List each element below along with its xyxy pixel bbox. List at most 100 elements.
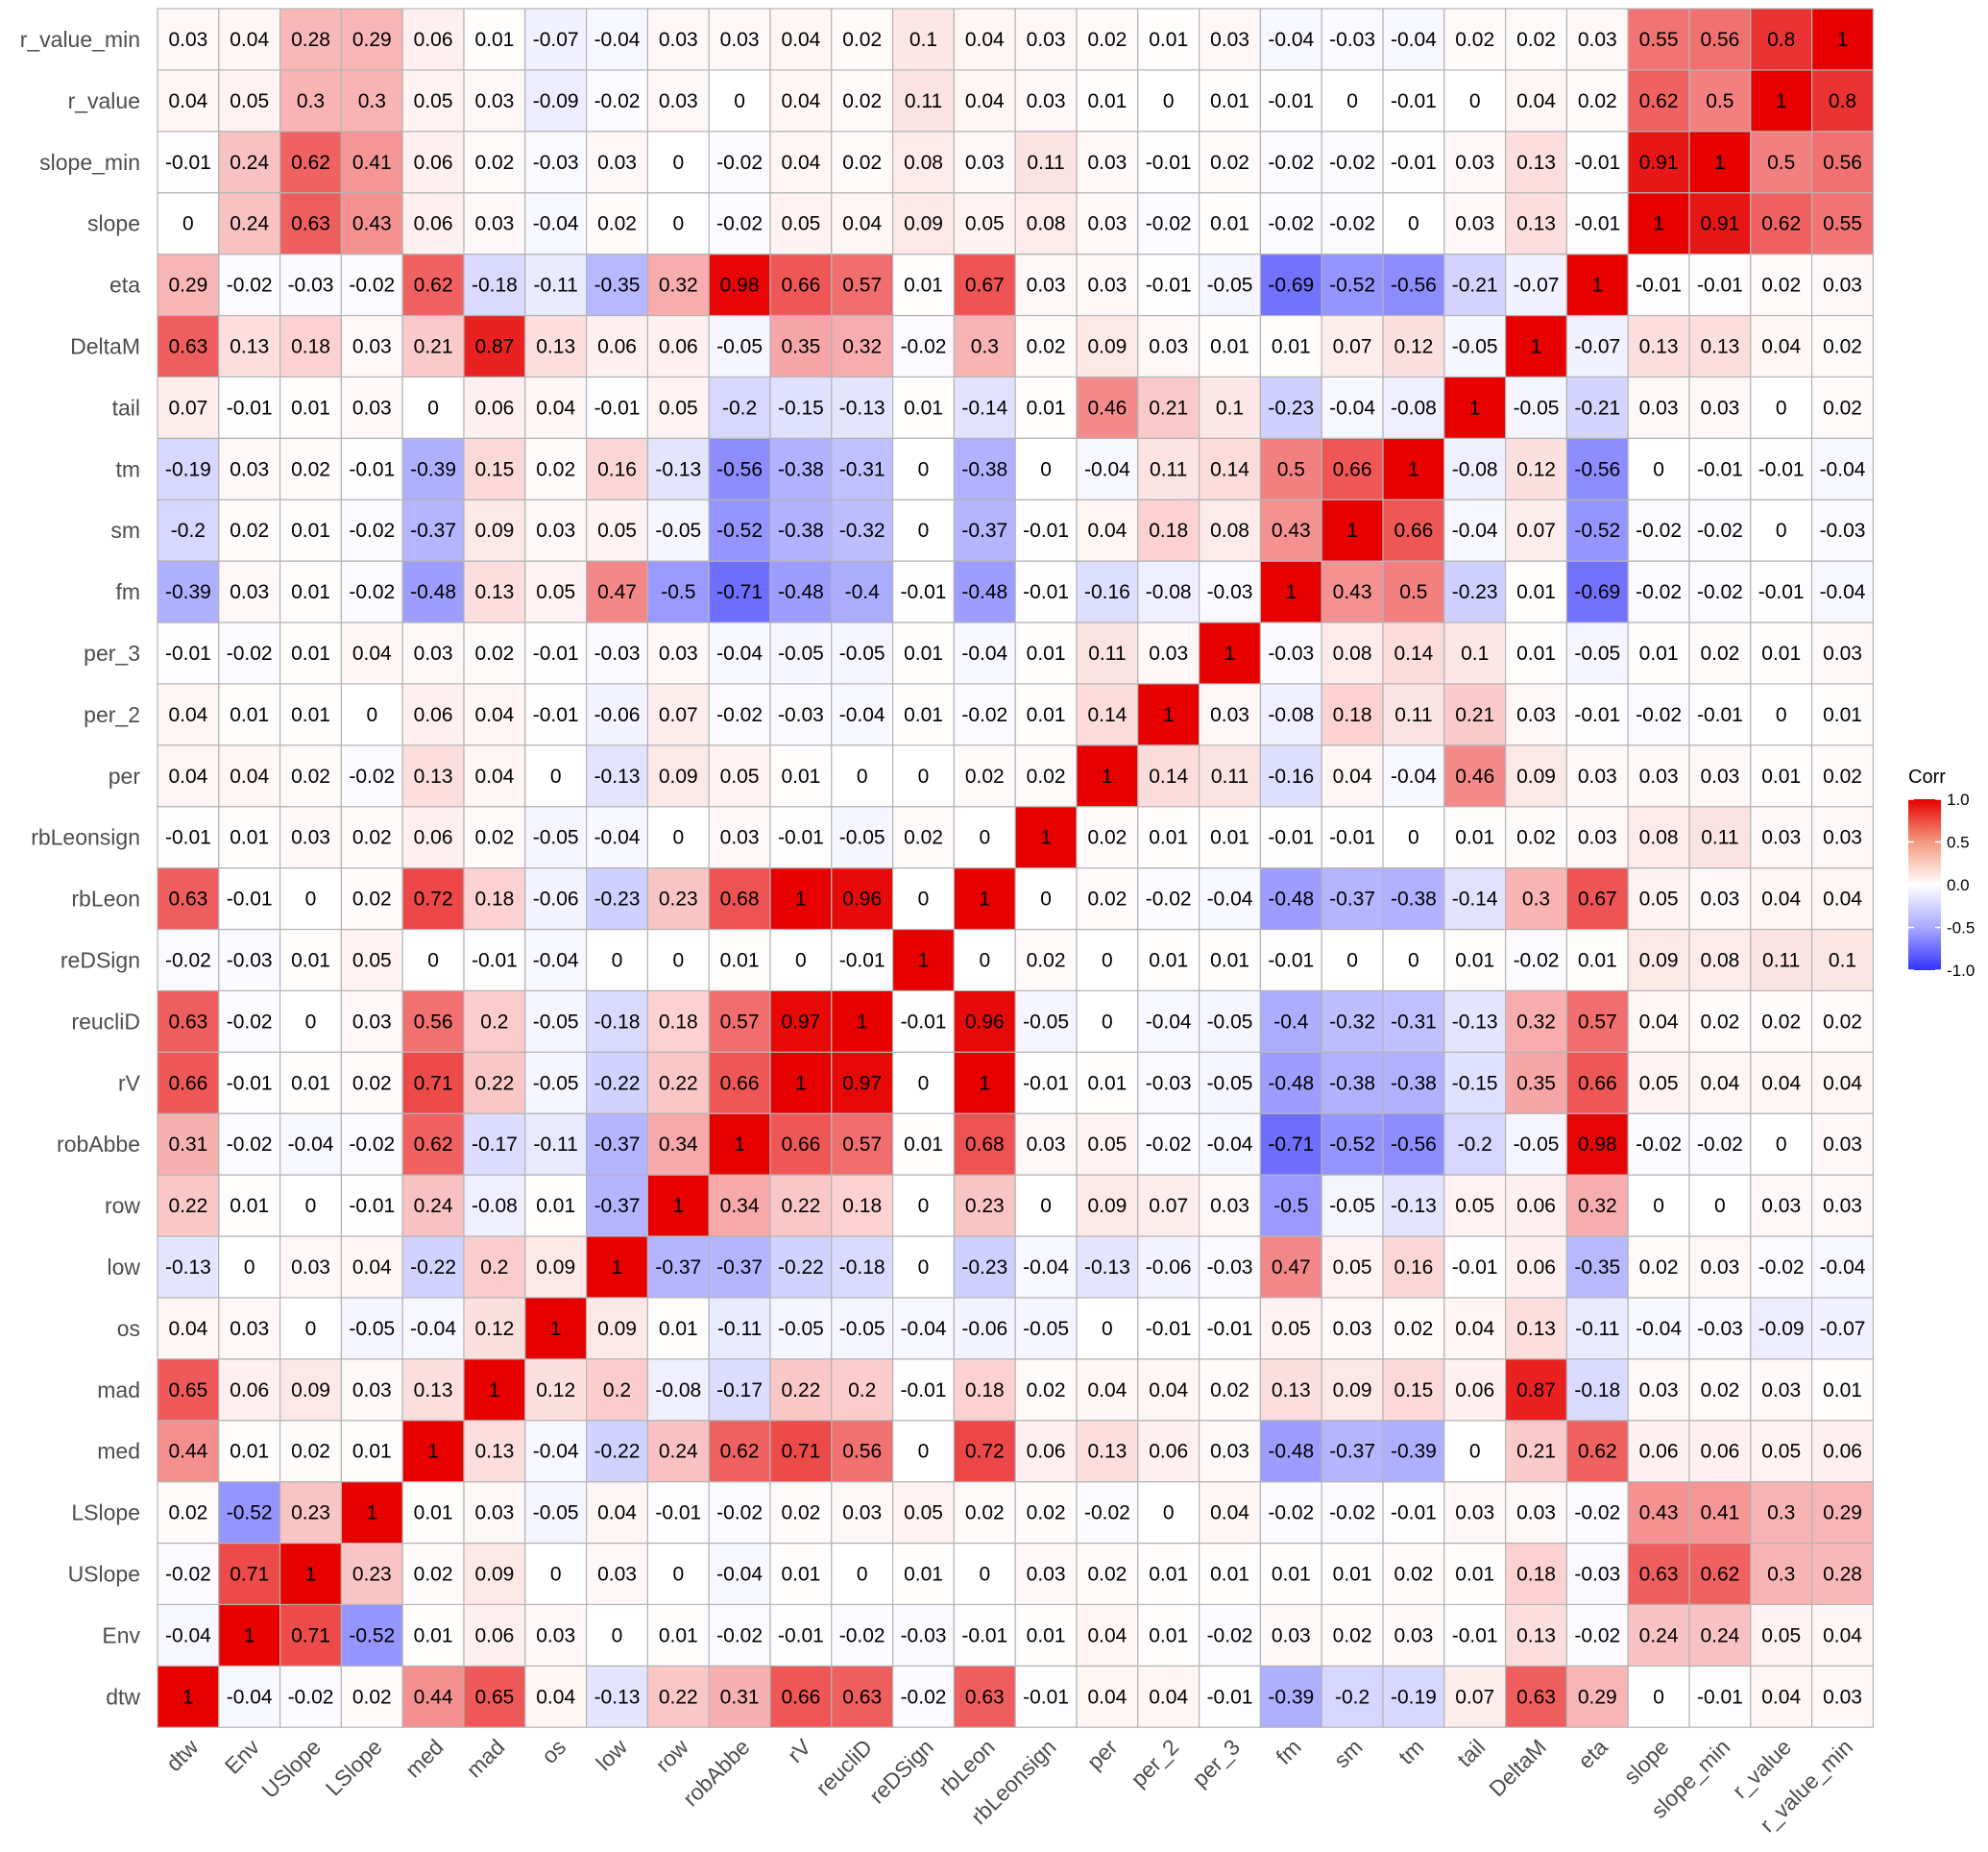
heatmap-cell-fm-eta xyxy=(1565,560,1629,623)
cell-value-rbLeonsign-rV: -0.01 xyxy=(778,827,824,849)
cell-value-per_2-fm: -0.08 xyxy=(1268,704,1314,726)
heatmap-cell-Env-reDSign xyxy=(891,1603,955,1667)
heatmap-cell-rbLeonsign-sm xyxy=(1321,806,1384,869)
heatmap-cell-dtw-slope xyxy=(1627,1665,1690,1728)
heatmap-cell-reDSign-slope_min xyxy=(1688,928,1752,992)
legend-tick-label: 0.0 xyxy=(1947,876,1970,894)
cell-value-DeltaM-mad: 0.87 xyxy=(474,335,514,357)
cell-value-robAbbe-row: 0.34 xyxy=(659,1133,698,1156)
heatmap-cell-per_3-rbLeonsign xyxy=(1014,621,1078,685)
cell-value-slope_min-robAbbe: -0.02 xyxy=(716,152,763,174)
cell-value-row-tm: -0.13 xyxy=(1391,1195,1437,1217)
cell-value-reDSign-rbLeon: 0 xyxy=(979,949,990,971)
heatmap-cell-robAbbe-fm xyxy=(1259,1112,1322,1176)
cell-value-os-row: 0.01 xyxy=(659,1318,698,1340)
heatmap-cell-low-r_value xyxy=(1750,1235,1813,1299)
cell-value-slope-fm: -0.02 xyxy=(1268,213,1314,235)
cell-value-per-LSlope: -0.02 xyxy=(349,766,395,788)
heatmap-cell-r_value-os xyxy=(524,69,588,133)
cell-value-sm-eta: -0.52 xyxy=(1574,520,1620,542)
cell-value-dtw-tail: 0.07 xyxy=(1455,1686,1494,1708)
heatmap-cell-rbLeon-USlope xyxy=(279,866,343,931)
heatmap-cell-USlope-dtw xyxy=(157,1542,220,1606)
cell-value-r_value_min-row: 0.03 xyxy=(659,29,698,51)
cell-value-eta-row: 0.32 xyxy=(659,275,698,297)
cell-value-robAbbe-rbLeonsign: 0.03 xyxy=(1027,1133,1066,1156)
x-label-low: low xyxy=(591,1734,632,1775)
heatmap-cell-rbLeonsign-row xyxy=(646,806,710,869)
heatmap-cell-tm-row xyxy=(646,437,710,500)
cell-value-eta-slope_min: -0.01 xyxy=(1697,275,1743,297)
cell-value-low-per: -0.13 xyxy=(1084,1256,1130,1279)
heatmap-cell-tail-LSlope xyxy=(340,376,403,439)
heatmap-cell-reDSign-rV xyxy=(769,928,833,992)
cell-value-r_value_min-reDSign: 0.1 xyxy=(909,29,937,51)
heatmap-cell-r_value-tail xyxy=(1443,69,1507,133)
heatmap-cell-eta-mad xyxy=(463,254,526,317)
heatmap-cell-r_value-mad xyxy=(463,69,526,133)
cell-value-Env-fm: 0.03 xyxy=(1272,1624,1311,1646)
cell-value-reDSign-rV: 0 xyxy=(795,949,807,971)
cell-value-r_value-per_3: 0.01 xyxy=(1210,90,1249,112)
cell-value-USlope-r_value_min: 0.28 xyxy=(1823,1563,1862,1585)
cell-value-slope_min-row: 0 xyxy=(672,152,684,174)
heatmap-cell-per_2-dtw xyxy=(157,683,220,746)
cell-value-fm-Env: 0.03 xyxy=(230,581,269,603)
cell-value-robAbbe-r_value_min: 0.03 xyxy=(1823,1133,1862,1156)
heatmap-cell-per_3-sm xyxy=(1321,621,1384,685)
cell-value-slope-row: 0 xyxy=(672,213,684,235)
y-label-per: per xyxy=(109,764,141,789)
heatmap-cell-sm-robAbbe xyxy=(708,499,771,562)
heatmap-cell-fm-tail xyxy=(1443,560,1507,623)
cell-value-robAbbe-per_2: -0.02 xyxy=(1146,1133,1192,1156)
heatmap-cell-reucliD-tail xyxy=(1443,989,1507,1053)
cell-value-r_value-rbLeon: 0.04 xyxy=(965,90,1005,112)
heatmap-cell-rbLeon-DeltaM xyxy=(1504,866,1567,931)
heatmap-cell-Env-tm xyxy=(1382,1603,1445,1667)
cell-value-slope_min-tail: 0.03 xyxy=(1455,152,1494,174)
cell-value-eta-LSlope: -0.02 xyxy=(349,275,395,297)
heatmap-cell-sm-slope xyxy=(1627,499,1690,562)
heatmap-cell-sm-reucliD xyxy=(831,499,894,562)
heatmap-cell-eta-per_3 xyxy=(1198,254,1261,317)
heatmap-cell-rbLeon-per_2 xyxy=(1137,866,1200,931)
cell-value-fm-low: 0.47 xyxy=(597,581,637,603)
heatmap-cell-USlope-reucliD xyxy=(831,1542,894,1606)
heatmap-cell-mad-robAbbe xyxy=(708,1358,771,1422)
cell-value-robAbbe-per: 0.05 xyxy=(1087,1133,1127,1156)
heatmap-cell-sm-per_3 xyxy=(1198,499,1261,562)
heatmap-cell-r_value_min-rbLeonsign xyxy=(1014,8,1078,71)
cell-value-USlope-os: 0 xyxy=(550,1563,562,1585)
cell-value-mad-robAbbe: -0.17 xyxy=(716,1379,763,1401)
cell-value-Env-slope_min: 0.24 xyxy=(1700,1624,1739,1646)
cell-value-rV-per: 0.01 xyxy=(1087,1072,1127,1094)
cell-value-row-DeltaM: 0.06 xyxy=(1516,1195,1556,1217)
cell-value-tm-USlope: 0.02 xyxy=(291,458,330,480)
cell-value-tm-r_value_min: -0.04 xyxy=(1820,458,1866,480)
cell-value-row-per_2: 0.07 xyxy=(1149,1195,1188,1217)
cell-value-reucliD-robAbbe: 0.57 xyxy=(720,1011,760,1033)
heatmap-cell-rbLeon-row xyxy=(646,866,710,931)
cell-value-fm-LSlope: -0.02 xyxy=(349,581,395,603)
heatmap-cell-LSlope-low xyxy=(585,1480,648,1545)
cell-value-per-med: 0.13 xyxy=(414,766,453,788)
cell-value-row-dtw: 0.22 xyxy=(168,1195,207,1217)
heatmap-cell-dtw-os xyxy=(524,1665,588,1728)
heatmap-cell-med-rbLeon xyxy=(953,1420,1016,1483)
heatmap-cell-mad-USlope xyxy=(279,1358,343,1422)
heatmap-cell-mad-slope_min xyxy=(1688,1358,1752,1422)
cell-value-r_value-robAbbe: 0 xyxy=(734,90,745,112)
cell-value-tail-DeltaM: -0.05 xyxy=(1514,397,1560,419)
heatmap-cell-rbLeon-os xyxy=(524,866,588,931)
cell-value-per_2-mad: 0.04 xyxy=(474,704,514,726)
cell-value-low-DeltaM: 0.06 xyxy=(1516,1256,1556,1279)
cell-value-slope-rV: 0.05 xyxy=(781,213,820,235)
cell-value-per-tm: -0.04 xyxy=(1391,766,1437,788)
cell-value-mad-low: 0.2 xyxy=(603,1379,631,1401)
cell-value-per-rbLeon: 0.02 xyxy=(965,766,1005,788)
cell-value-low-med: -0.22 xyxy=(410,1256,456,1279)
heatmap-cell-robAbbe-DeltaM xyxy=(1504,1112,1567,1176)
cell-value-os-rV: -0.05 xyxy=(778,1318,824,1340)
heatmap-cell-slope-slope xyxy=(1627,192,1690,256)
